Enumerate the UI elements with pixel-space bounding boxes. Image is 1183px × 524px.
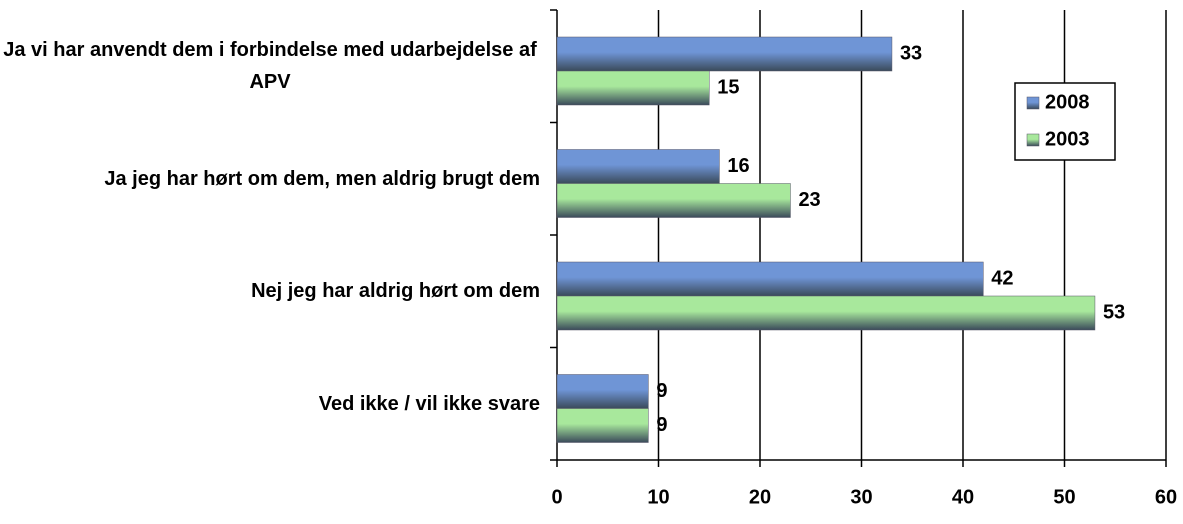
bar: [556, 36, 893, 72]
value-label: 15: [717, 76, 739, 98]
bar: [556, 149, 720, 184]
category-text: Ved ikke / vil ikke svare: [318, 392, 540, 415]
value-label: 23: [798, 189, 820, 211]
x-tick-label: 40: [952, 486, 974, 508]
category-text: Ja vi har anvendt dem i forbindelse med …: [3, 39, 537, 94]
bar: [556, 295, 1096, 331]
value-label: 9: [656, 414, 667, 436]
legend-label: 2003: [1045, 128, 1090, 150]
value-label: 42: [991, 267, 1013, 289]
legend-label: 2008: [1045, 91, 1090, 113]
category-text: Nej jeg har aldrig hørt om dem: [251, 280, 540, 303]
category-label: Ved ikke / vil ikke svare: [0, 348, 540, 461]
value-label: 16: [727, 155, 749, 177]
category-label: Nej jeg har aldrig hørt om dem: [0, 235, 540, 348]
bar: [556, 70, 710, 106]
bar: [556, 374, 649, 409]
category-label: Ja vi har anvendt dem i forbindelse med …: [0, 10, 540, 123]
bar: [556, 408, 649, 443]
value-label: 53: [1103, 301, 1125, 323]
category-label: Ja jeg har hørt om dem, men aldrig brugt…: [0, 123, 540, 236]
value-label: 9: [656, 380, 667, 402]
x-tick-label: 30: [850, 486, 872, 508]
legend-swatch: [1026, 133, 1040, 147]
category-text: Ja jeg har hørt om dem, men aldrig brugt…: [104, 167, 540, 190]
x-tick-label: 10: [647, 486, 669, 508]
x-tick-label: 50: [1053, 486, 1075, 508]
legend-box: [1014, 82, 1116, 161]
bar: [556, 183, 791, 218]
x-tick-label: 20: [749, 486, 771, 508]
legend-swatch: [1026, 96, 1040, 110]
bar: [556, 261, 984, 297]
x-tick-label: 0: [551, 486, 562, 508]
x-tick-label: 60: [1155, 486, 1177, 508]
value-label: 33: [900, 42, 922, 64]
